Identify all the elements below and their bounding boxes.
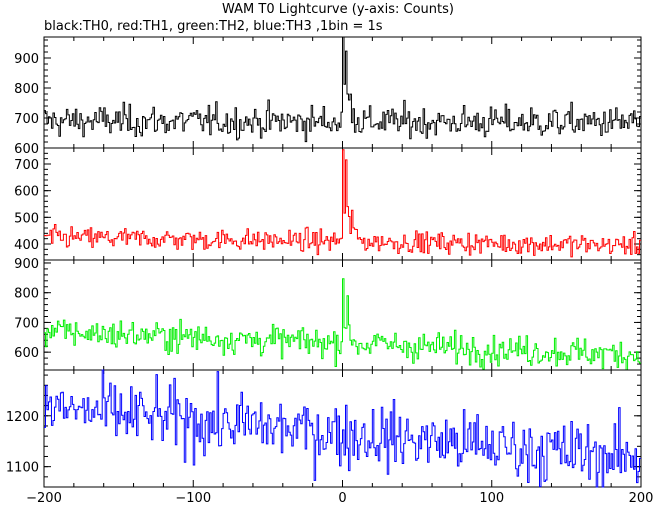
x-tick-label: 100 [479, 491, 504, 505]
chart-subtitle: black:TH0, red:TH1, green:TH2, blue:TH3 … [44, 19, 383, 34]
y-tick-label: 800 [14, 82, 39, 97]
chart-title: WAM T0 Lightcurve (y-axis: Counts) [222, 2, 454, 17]
y-tick-label: 800 [14, 287, 39, 302]
x-tick-label: −100 [175, 491, 211, 505]
y-tick-label: 500 [14, 211, 39, 226]
series-line-th2 [44, 278, 641, 371]
series-line-th3 [44, 369, 641, 488]
x-tick-label: 200 [629, 491, 654, 505]
x-tick-label: −200 [26, 491, 62, 505]
y-tick-label: 600 [14, 142, 39, 157]
y-tick-label: 1100 [6, 461, 39, 476]
panel-th0: 600 700 800 900 [14, 36, 642, 157]
series-line-th1 [44, 149, 641, 258]
y-tick-label: 400 [14, 238, 39, 253]
panel-frame [43, 369, 642, 488]
y-tick-label: 700 [14, 158, 39, 173]
y-tick-label: 1200 [6, 410, 39, 425]
plot-area: 6007008009004005006007006007008009001100… [6, 36, 654, 505]
y-tick-label: 900 [14, 52, 39, 67]
y-tick-label: 700 [14, 112, 39, 127]
y-tick-label: 600 [14, 346, 39, 361]
panel-th3: 1100 1200 [6, 369, 642, 488]
x-tick-label: 0 [338, 491, 346, 505]
series-line-th0 [44, 36, 641, 143]
panel-th2: 600 700 800 900 [14, 257, 642, 371]
y-tick-label: 700 [14, 316, 39, 331]
panel-th1: 400 500 600 700 [14, 147, 642, 261]
y-tick-label: 900 [14, 257, 39, 272]
y-tick-label: 600 [14, 185, 39, 200]
